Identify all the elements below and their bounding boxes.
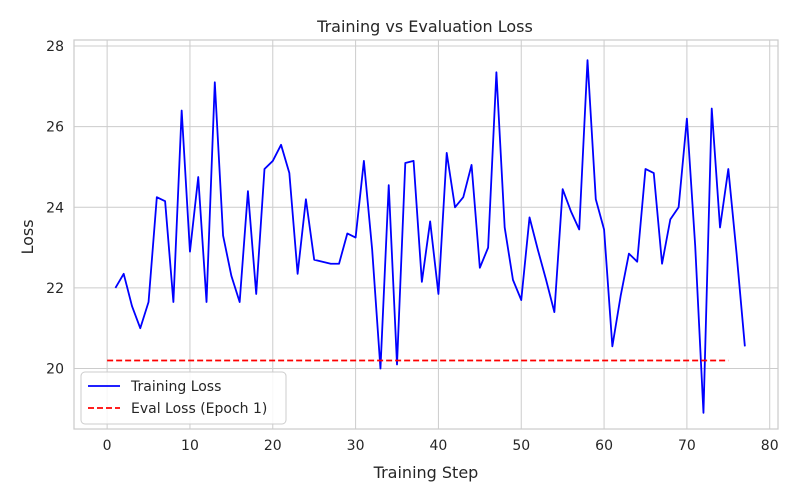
x-axis-label: Training Step [373,463,479,482]
chart-title: Training vs Evaluation Loss [316,17,533,36]
y-tick-label: 20 [46,362,64,378]
y-tick-label: 22 [46,281,64,297]
x-tick-labels: 0 10 20 30 40 50 60 70 80 [103,438,779,454]
legend: Training Loss Eval Loss (Epoch 1) [80,371,287,425]
legend-box [80,371,287,425]
series-line-training-loss [114,59,746,414]
x-tick-label: 40 [430,438,448,454]
legend-label-eval-loss: Eval Loss (Epoch 1) [131,401,267,417]
y-axis-label: Loss [18,219,37,254]
plot-series [107,59,746,414]
x-tick-label: 60 [595,438,613,454]
y-tick-labels: 20 22 24 26 28 [46,39,64,377]
x-tick-label: 80 [761,438,779,454]
grid [74,40,778,429]
plot-frame [73,39,779,430]
x-tick-label: 50 [512,438,530,454]
x-tick-label: 20 [264,438,282,454]
x-tick-label: 0 [103,438,112,454]
y-tick-label: 28 [46,39,64,55]
legend-label-training-loss: Training Loss [130,379,221,395]
y-tick-label: 24 [46,200,64,216]
x-tick-label: 30 [347,438,365,454]
y-tick-label: 26 [46,120,64,136]
x-tick-label: 70 [678,438,696,454]
x-tick-label: 10 [181,438,199,454]
